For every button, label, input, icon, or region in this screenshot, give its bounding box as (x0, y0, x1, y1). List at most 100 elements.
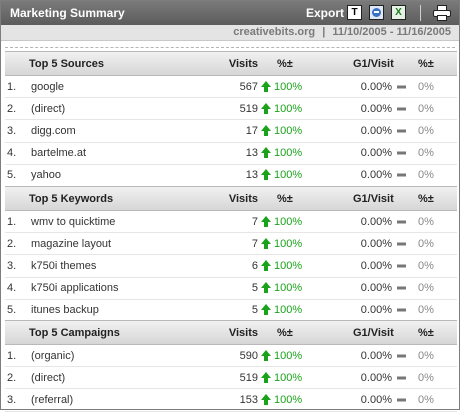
row-index: 1. (7, 349, 17, 362)
dash-icon (397, 107, 406, 111)
row-name[interactable]: magazine layout (31, 237, 112, 250)
row-name[interactable]: itunes backup (31, 304, 99, 317)
section-1: Top 5 Keywords Visits %± G1/Visit %± 1. wmv to… (5, 186, 457, 322)
row-g1-per-visit: 0.00% (360, 169, 392, 182)
section-2: Top 5 Campaigns Visits %± G1/Visit %± 1. (orga… (5, 320, 457, 412)
section-header: Top 5 Keywords Visits %± G1/Visit %± (5, 186, 457, 211)
arrow-up-icon (261, 102, 271, 114)
row-g1-per-visit: 0.00% (360, 147, 392, 160)
row-name[interactable]: (referral) (31, 393, 74, 406)
visits-change-value: 100% (274, 215, 303, 228)
table-row: 2. magazine layout 7 100% 0.00% 0% (5, 233, 457, 256)
section-title: Top 5 Campaigns (29, 326, 120, 339)
visits-change: 100% (261, 237, 303, 250)
info-separator: | (322, 26, 326, 38)
table-row: 5. itunes backup 5 100% 0.00% 0% (5, 300, 457, 322)
dash-icon (397, 376, 406, 380)
row-index: 1. (7, 80, 17, 93)
dash-icon (397, 129, 406, 133)
arrow-up-icon (261, 304, 271, 316)
table-row: 3. k750i themes 6 100% 0.00% 0% (5, 255, 457, 278)
row-name[interactable]: k750i themes (31, 259, 97, 272)
table-row: 4. k750i applications 5 100% 0.00% 0% (5, 278, 457, 300)
row-name[interactable]: wmv to quicktime (31, 215, 116, 228)
section-header: Top 5 Sources Visits %± G1/Visit %± (5, 51, 457, 76)
row-g1-per-visit: 0.00% (360, 102, 392, 115)
row-visits: 17 (245, 124, 258, 137)
section-0: Top 5 Sources Visits %± G1/Visit %± 1. google 5… (5, 51, 457, 187)
table-row: 4. bartelme.at 13 100% 0.00% 0% (5, 143, 457, 165)
row-g1-per-visit: 0.00% (360, 371, 392, 384)
visits-column-header: Visits (228, 326, 258, 339)
table-row: 5. yahoo 13 100% 0.00% 0% (5, 165, 457, 187)
visits-change: 100% (261, 215, 303, 228)
visits-change: 100% (261, 349, 302, 362)
table-row: 3. digg.com 17 100% 0.00% 0% (5, 120, 457, 143)
table-row: 2. (direct) 519 100% 0.00% 0% (5, 367, 457, 390)
visits-change-value: 100% (274, 282, 303, 295)
row-index: 1. (7, 215, 17, 228)
section-title: Top 5 Sources (29, 57, 104, 70)
row-g1-per-visit: 0.00% (360, 124, 392, 137)
arrow-up-icon (261, 393, 271, 405)
row-name[interactable]: (organic) (31, 349, 75, 362)
visits-change-value: 100% (274, 304, 303, 317)
csv-icon[interactable]: X (391, 5, 406, 20)
row-name[interactable]: k750i applications (31, 282, 119, 295)
dash-icon (397, 308, 406, 312)
g1-change-value: 0% (418, 371, 434, 384)
g1-per-visit-column-header: G1/Visit (353, 57, 394, 70)
g1-change-value: 0% (418, 349, 434, 362)
row-name[interactable]: yahoo (31, 169, 61, 182)
visits-change-value: 100% (274, 147, 303, 160)
arrow-up-icon (261, 282, 271, 294)
title-bar: Marketing Summary Export T X (1, 1, 459, 25)
row-g1-per-visit: 0.00% (360, 80, 392, 93)
table-row: 3. (referral) 153 100% 0.00% 0% (5, 389, 457, 412)
visits-change-value: 100% (274, 371, 303, 384)
row-visits: 153 (239, 393, 258, 406)
row-visits: 590 (239, 349, 258, 362)
visits-change-value: 100% (274, 169, 303, 182)
dash-icon (397, 151, 406, 155)
table-row: 2. (direct) 519 100% 0.00% 0% (5, 98, 457, 121)
row-name[interactable]: digg.com (31, 124, 76, 137)
row-name[interactable]: google (31, 80, 65, 93)
visits-change: 100% (261, 102, 302, 115)
xml-icon[interactable] (369, 5, 384, 20)
dash-icon (397, 242, 406, 246)
row-name[interactable]: (direct) (31, 102, 66, 115)
row-index: 4. (7, 147, 17, 160)
visits-change-value: 100% (274, 124, 303, 137)
arrow-up-icon (261, 237, 271, 249)
row-visits: 7 (251, 215, 258, 228)
section-header: Top 5 Campaigns Visits %± G1/Visit %± (5, 320, 457, 345)
row-visits: 5 (251, 304, 258, 317)
row-index: 2. (7, 237, 17, 250)
visits-change: 100% (261, 147, 302, 159)
arrow-up-icon (261, 349, 271, 361)
row-name[interactable]: (direct) (31, 371, 66, 384)
visits-change-value: 100% (274, 393, 303, 406)
arrow-up-icon (261, 80, 271, 92)
row-index: 3. (7, 124, 17, 137)
visits-column-header: Visits (228, 57, 258, 70)
g1-change-value: 0% (418, 215, 434, 228)
row-visits: 13 (245, 147, 258, 160)
row-visits: 5 (251, 282, 258, 295)
row-name[interactable]: bartelme.at (31, 147, 87, 160)
row-index: 4. (7, 282, 17, 295)
row-g1-per-visit: 0.00% (360, 215, 392, 228)
visits-change-value: 100% (274, 259, 303, 272)
printer-icon[interactable] (433, 5, 451, 21)
arrow-up-icon (261, 259, 271, 271)
dash-icon (397, 354, 406, 358)
visits-change: 100% (261, 259, 303, 272)
visits-change-value: 100% (274, 237, 303, 250)
g1-per-visit-column-header: G1/Visit (353, 326, 394, 339)
pdf-icon[interactable]: T (347, 5, 362, 20)
arrow-up-icon (261, 124, 271, 136)
row-visits: 519 (239, 371, 258, 384)
dash-icon (397, 398, 406, 402)
row-index: 2. (7, 102, 17, 115)
